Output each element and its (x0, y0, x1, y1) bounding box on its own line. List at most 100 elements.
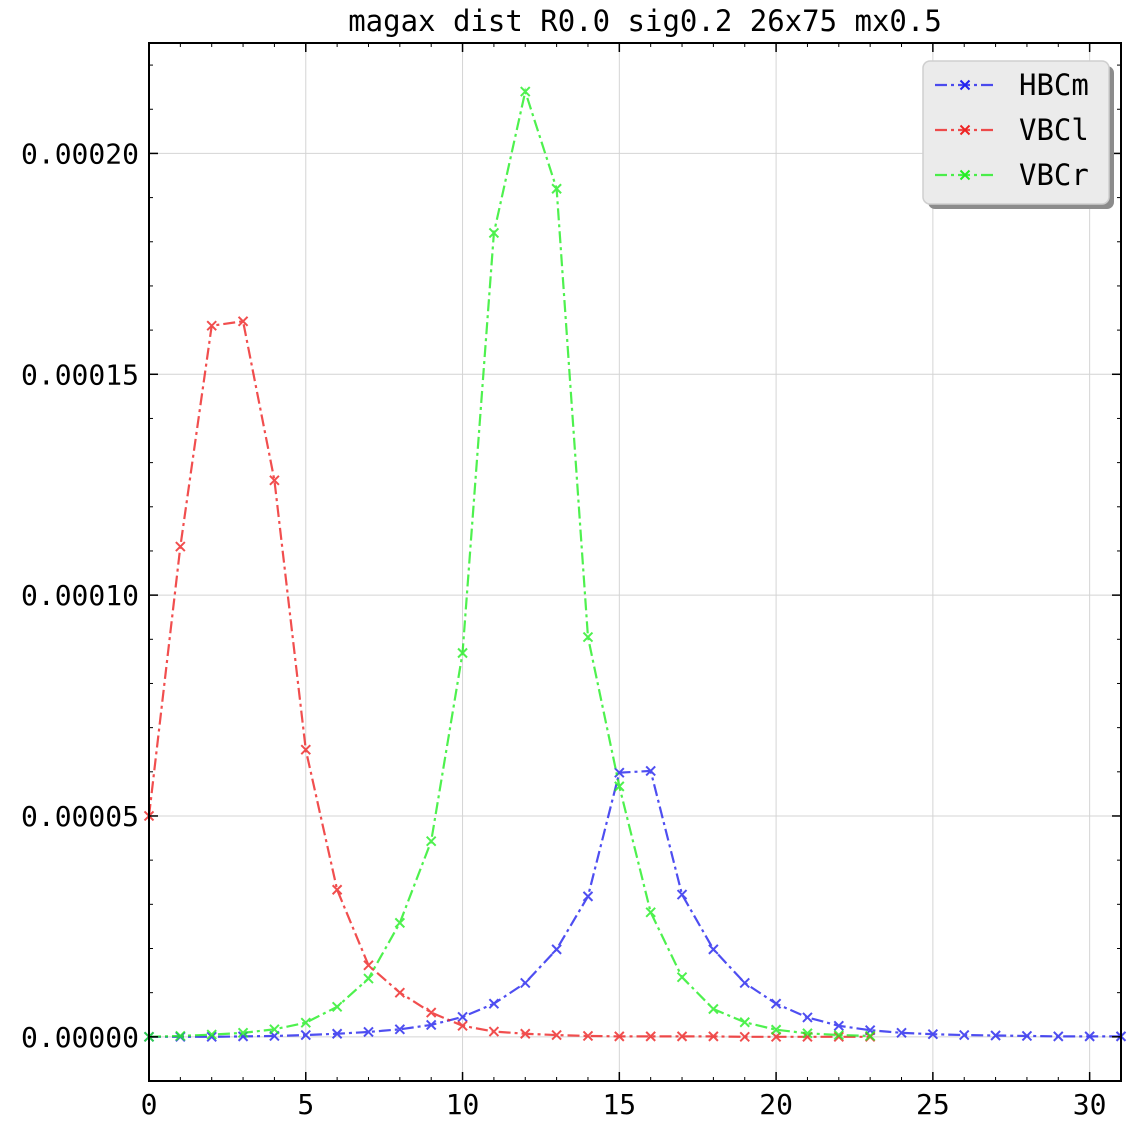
data-point-vbcr (864, 1030, 876, 1042)
y-tick-label: 0.00020 (21, 137, 139, 170)
y-tick-label: 0.00000 (21, 1021, 139, 1054)
data-point-vbcr (582, 631, 594, 643)
legend-marker-vbcr (959, 169, 971, 181)
data-point-vbcr (551, 183, 562, 194)
data-point-vbcr (614, 781, 625, 792)
x-tick-label: 0 (141, 1088, 158, 1121)
data-point-vbcr (269, 1024, 280, 1035)
data-point-hbcm (457, 1011, 468, 1023)
data-point-hbcm (614, 767, 625, 778)
data-point-hbcm (551, 944, 562, 955)
x-tick-label: 20 (759, 1088, 793, 1121)
data-point-vbcl (300, 744, 311, 755)
data-point-vbcl (457, 1020, 468, 1031)
data-point-hbcm (425, 1019, 437, 1031)
legend-marker-hbcm (959, 79, 971, 91)
data-point-vbcl (394, 987, 406, 998)
data-point-vbcl (331, 884, 343, 895)
data-point-vbcl (269, 475, 280, 486)
series-vbcr (143, 86, 876, 1043)
data-point-hbcm (927, 1028, 939, 1040)
data-point-vbcl (708, 1031, 719, 1042)
data-point-hbcm (708, 944, 719, 955)
data-point-hbcm (676, 889, 688, 900)
data-point-hbcm (896, 1027, 907, 1039)
data-point-hbcm (770, 998, 782, 1009)
data-point-vbcl (363, 960, 374, 971)
series-line-hbcm (149, 769, 1121, 1038)
data-point-vbcl (520, 1028, 531, 1039)
x-tick-label: 5 (297, 1088, 314, 1121)
data-point-vbcl (237, 316, 249, 327)
data-point-vbcr (708, 1003, 719, 1015)
data-point-vbcl (833, 1031, 845, 1043)
data-point-vbcl (551, 1029, 562, 1041)
data-point-vbcr (363, 973, 374, 984)
data-point-vbcl (739, 1031, 750, 1043)
data-point-hbcm (206, 1031, 217, 1043)
data-point-hbcm (990, 1030, 1001, 1041)
data-point-hbcm (645, 765, 656, 777)
series-layer (143, 86, 1127, 1043)
data-point-vbcr (833, 1029, 845, 1041)
data-point-vbcr (645, 907, 656, 918)
x-tick-label: 30 (1073, 1088, 1107, 1121)
data-point-hbcm (959, 1029, 970, 1041)
x-tick-label: 10 (446, 1088, 480, 1121)
plot-frame (148, 42, 1122, 1082)
x-tick-label: 15 (602, 1088, 636, 1121)
data-point-hbcm (300, 1029, 311, 1041)
y-tick-label: 0.00015 (21, 358, 139, 391)
legend-marker-vbcl (959, 124, 971, 136)
x-tick-label: 25 (916, 1088, 950, 1121)
data-point-hbcm (520, 977, 531, 989)
data-point-vbcr (331, 1001, 343, 1012)
data-point-hbcm (488, 998, 500, 1009)
y-tick-label: 0.00005 (21, 800, 139, 833)
data-point-vbcl (175, 541, 186, 552)
data-point-hbcm (739, 977, 750, 989)
series-line-vbcr (148, 87, 871, 1038)
data-point-vbcr (770, 1024, 782, 1035)
chart-title: magax dist R0.0 sig0.2 26x75 mx0.5 (348, 4, 942, 38)
grid (148, 43, 1121, 1081)
data-point-vbcr (802, 1028, 813, 1039)
data-point-vbcr (739, 1017, 750, 1028)
data-point-hbcm (394, 1024, 406, 1035)
data-point-vbcl (614, 1031, 625, 1042)
data-point-hbcm (1084, 1031, 1095, 1042)
legend-item-hbcm: HBCm (935, 68, 1089, 102)
data-point-hbcm (833, 1020, 845, 1031)
data-point-vbcl (425, 1007, 437, 1018)
legend-item-vbcr: VBCr (935, 158, 1089, 192)
legend: HBCm VBCl VBCr (922, 60, 1114, 209)
data-point-hbcm (363, 1026, 374, 1038)
data-point-hbcm (1053, 1031, 1064, 1042)
data-point-vbcr (676, 971, 688, 983)
series-vbcl (143, 316, 876, 1043)
legend-label-vbcr: VBCr (1019, 158, 1089, 192)
data-point-hbcm (331, 1028, 343, 1039)
data-point-hbcm (1021, 1030, 1033, 1042)
data-point-vbcr (300, 1017, 311, 1028)
ticks: 0 5 10 15 20 25 30 0.00000 0.00005 0.00010 0.00015… (21, 43, 1122, 1121)
data-point-vbcr (237, 1027, 249, 1039)
data-point-vbcr (394, 917, 406, 929)
series-line-vbcl (147, 320, 871, 1038)
data-point-vbcr (520, 86, 531, 97)
data-point-hbcm (582, 891, 594, 902)
legend-box (922, 60, 1110, 205)
data-point-vbcl (206, 320, 217, 331)
data-point-vbcr (457, 647, 468, 659)
data-point-vbcr (175, 1030, 186, 1042)
y-tick-label: 0.00010 (21, 579, 139, 612)
data-point-vbcl (488, 1026, 500, 1037)
data-point-vbcr (488, 227, 500, 239)
data-point-vbcr (206, 1029, 217, 1040)
data-point-vbcl (645, 1031, 656, 1042)
data-point-vbcl (582, 1030, 594, 1042)
legend-label-hbcm: HBCm (1019, 68, 1089, 102)
data-point-hbcm (802, 1012, 813, 1023)
series-hbcm (143, 765, 1127, 1043)
legend-item-vbcl: VBCl (935, 113, 1089, 147)
